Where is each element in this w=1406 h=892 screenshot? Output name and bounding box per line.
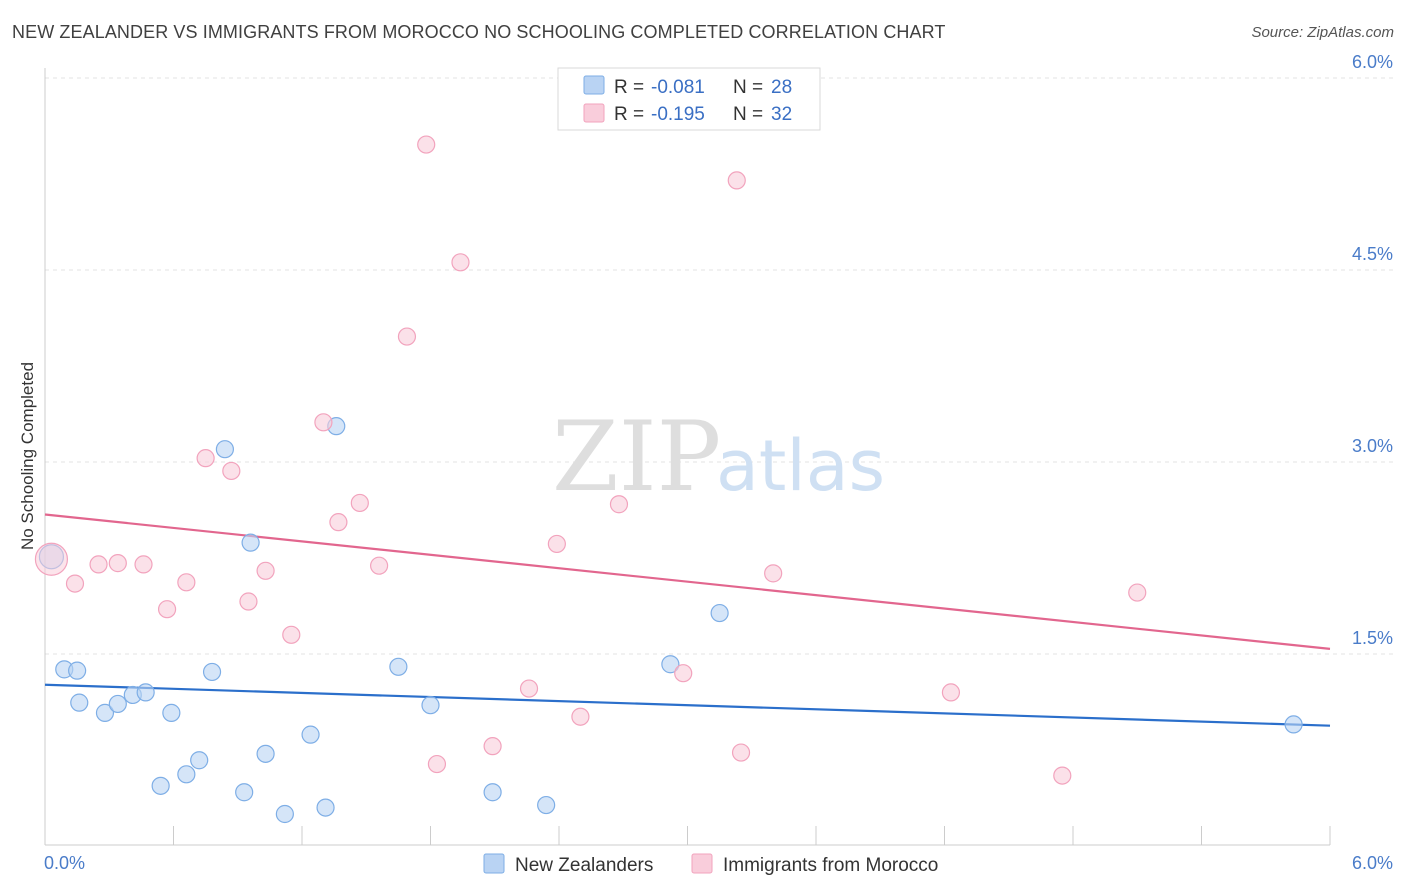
- point-new-zealanders-13: [215, 440, 234, 459]
- x-tick-label-0: 0.0%: [44, 853, 85, 873]
- point-morocco-4: [134, 555, 153, 574]
- point-new-zealanders-17: [275, 804, 294, 824]
- point-morocco-3: [108, 554, 127, 573]
- bottom-legend-swatch-morocco: [691, 853, 713, 874]
- point-new-zealanders-27: [1284, 715, 1303, 734]
- point-morocco-7: [196, 449, 215, 468]
- point-morocco-5: [157, 600, 177, 619]
- legend-n-label-1: N =: [733, 77, 768, 98]
- point-morocco-25: [674, 664, 693, 683]
- point-new-zealanders-21: [389, 657, 408, 676]
- point-morocco-23: [571, 707, 590, 726]
- point-morocco-11: [282, 625, 301, 644]
- point-new-zealanders-9: [162, 703, 181, 722]
- point-new-zealanders-5: [108, 694, 127, 714]
- legend-r-value-1: -0.081: [651, 77, 705, 98]
- legend-r-label-2: R =: [614, 104, 649, 125]
- point-morocco-17: [417, 135, 436, 154]
- point-new-zealanders-8: [151, 776, 170, 795]
- x-tick-labels: 0.0% 6.0%: [44, 853, 1393, 873]
- y-tick-label-3: 6.0%: [1352, 52, 1393, 72]
- point-new-zealanders-12: [202, 662, 222, 682]
- watermark-atlas: atlas: [716, 425, 885, 507]
- chart-title: NEW ZEALANDER VS IMMIGRANTS FROM MOROCCO…: [12, 22, 946, 42]
- point-morocco-12: [314, 413, 333, 432]
- point-morocco-30: [1053, 766, 1072, 785]
- point-new-zealanders-14: [235, 783, 254, 802]
- trend-line-morocco: [44, 513, 1331, 650]
- point-new-zealanders-22: [421, 696, 440, 715]
- point-morocco-29: [941, 683, 961, 702]
- point-morocco-31: [1128, 583, 1147, 602]
- source-label: Source: ZipAtlas.com: [1251, 24, 1394, 41]
- legend-swatch-new-zealanders: [583, 75, 605, 95]
- legend-bottom: New Zealanders Immigrants from Morocco: [483, 853, 938, 876]
- point-new-zealanders-11: [190, 751, 209, 770]
- point-new-zealanders-19: [316, 798, 335, 817]
- bottom-legend-label-new-zealanders: New Zealanders: [515, 855, 653, 876]
- point-morocco-1: [65, 574, 85, 593]
- y-tick-label-2: 4.5%: [1352, 244, 1393, 264]
- legend-r-value-2: -0.195: [651, 104, 705, 125]
- point-morocco-2: [89, 555, 108, 574]
- point-new-zealanders-2: [68, 661, 87, 680]
- legend-n-value-2: 32: [771, 104, 792, 125]
- y-tick-label-1: 3.0%: [1352, 436, 1393, 456]
- legend-n-label-2: N =: [733, 104, 768, 125]
- point-new-zealanders-7: [136, 683, 155, 702]
- legend-r-label-1: R =: [614, 77, 649, 98]
- point-morocco-20: [483, 737, 502, 756]
- point-morocco-15: [370, 556, 389, 575]
- legend-n-value-1: 28: [771, 77, 792, 98]
- legend-swatch-morocco: [583, 103, 605, 123]
- point-morocco-19: [451, 253, 470, 272]
- trend-line-new-zealanders: [44, 683, 1331, 727]
- point-morocco-10: [256, 561, 275, 580]
- point-new-zealanders-24: [537, 795, 556, 815]
- point-morocco-28: [764, 564, 783, 583]
- point-morocco-0: [34, 542, 69, 576]
- point-morocco-8: [222, 461, 241, 481]
- point-morocco-26: [727, 171, 746, 190]
- point-new-zealanders-3: [70, 693, 89, 712]
- point-new-zealanders-4: [95, 703, 115, 722]
- point-new-zealanders-16: [256, 744, 275, 763]
- point-new-zealanders-25: [661, 655, 680, 674]
- point-morocco-16: [397, 327, 417, 346]
- point-new-zealanders-10: [177, 765, 196, 784]
- watermark: ZIP atlas: [552, 401, 885, 513]
- point-new-zealanders-18: [301, 725, 320, 744]
- point-morocco-13: [329, 513, 348, 532]
- point-morocco-14: [350, 493, 369, 513]
- point-morocco-24: [609, 495, 629, 514]
- point-morocco-22: [547, 534, 566, 554]
- grid-lines: [45, 77, 1395, 655]
- y-axis-label: No Schooling Completed: [18, 362, 37, 550]
- watermark-zip: ZIP: [552, 401, 721, 513]
- bottom-legend-swatch-new-zealanders: [483, 853, 505, 874]
- point-morocco-18: [427, 754, 447, 774]
- point-morocco-6: [177, 573, 196, 592]
- point-morocco-21: [519, 679, 539, 698]
- point-morocco-9: [239, 592, 258, 611]
- x-tick-label-1: 6.0%: [1352, 853, 1393, 873]
- legend-top: R = -0.081 N = 28 R = -0.195 N = 32: [557, 67, 821, 131]
- point-new-zealanders-26: [710, 603, 729, 623]
- trend-lines: [44, 513, 1331, 727]
- y-tick-labels: 1.5% 3.0% 4.5% 6.0%: [1352, 52, 1393, 648]
- bottom-legend-label-morocco: Immigrants from Morocco: [723, 855, 938, 876]
- point-new-zealanders-23: [483, 783, 502, 802]
- point-new-zealanders-15: [241, 533, 260, 552]
- axes: [44, 68, 1331, 846]
- data-points: [34, 135, 1303, 824]
- y-tick-label-0: 1.5%: [1352, 628, 1393, 648]
- point-morocco-27: [731, 743, 751, 762]
